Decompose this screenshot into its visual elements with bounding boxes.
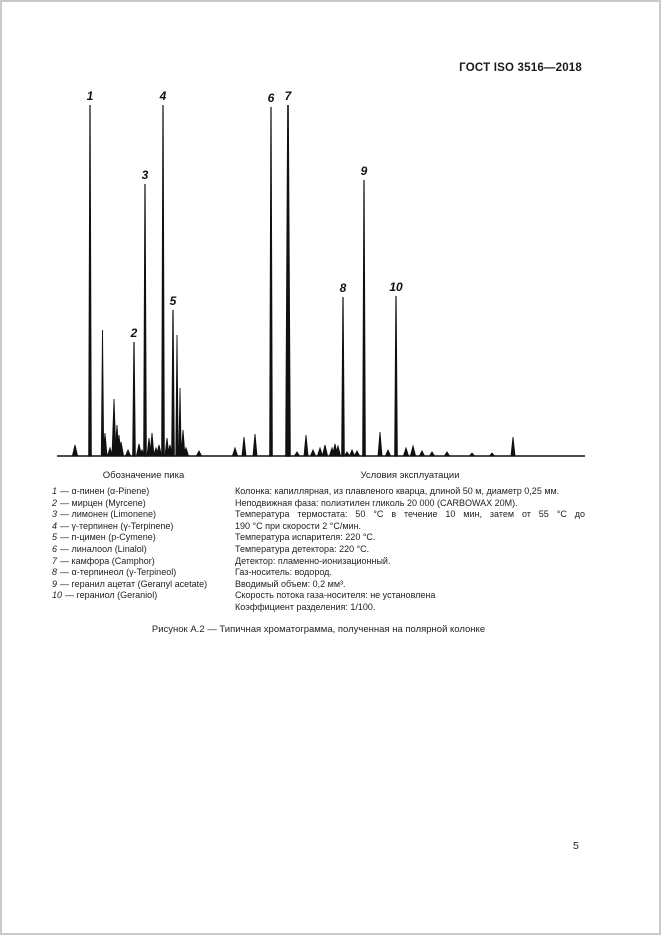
condition-line-detector: Детектор: пламенно-ионизационный. xyxy=(235,555,391,566)
legend-item-8: 8— α-терпинеол (γ-Terpineol) xyxy=(52,567,235,579)
peak-name: — гераниол (Geraniol) xyxy=(65,590,158,601)
peak-label-3: 3 xyxy=(142,168,149,182)
peak-name: — лимонен (Limonene) xyxy=(60,509,156,520)
standard-number: ГОСТ ISO 3516—2018 xyxy=(459,62,582,74)
peak-name: — γ-терпинен (γ-Terpinene) xyxy=(60,520,174,531)
figure-caption: Рисунок А.2 — Типичная хроматограмма, по… xyxy=(151,624,486,635)
condition-line-oven-temp-2: 190 °С при скорости 2 °С/мин. xyxy=(235,520,362,531)
peak-number: 9 xyxy=(52,578,58,589)
condition-line-oven-temp-1: Температура термостата: 50 °С в течение … xyxy=(235,509,585,520)
peak-label-1: 1 xyxy=(87,90,94,103)
legend-item-1: 1— α-пинен (α-Pinene) xyxy=(52,486,235,498)
operating-conditions-title: Условия эксплуатации xyxy=(360,470,460,481)
peak-name: — линалоол (Linalol) xyxy=(60,543,147,554)
peak-name: — геранил ацетат (Geranyl acetate) xyxy=(60,578,208,589)
operating-conditions: Условия эксплуатации Колонка: капиллярна… xyxy=(235,470,585,614)
condition-line-column: Колонка: капиллярная, из плавленого квар… xyxy=(235,486,560,496)
peak-number: 10 xyxy=(52,590,63,601)
legend-item-3: 3— лимонен (Limonene) xyxy=(52,509,235,521)
peak-legend-title: Обозначение пика xyxy=(102,470,185,481)
legend-item-6: 6— линалоол (Linalol) xyxy=(52,544,235,556)
peak-name: — п-цимен (p-Cymene) xyxy=(60,532,156,543)
peak-name: — камфора (Camphor) xyxy=(60,555,155,566)
legend-item-7: 7— камфора (Camphor) xyxy=(52,556,235,568)
peak-name: — α-терпинеол (γ-Terpineol) xyxy=(60,567,177,578)
legend-item-2: 2— мирцен (Myrcene) xyxy=(52,498,235,510)
legend-item-9: 9— геранил ацетат (Geranyl acetate) xyxy=(52,579,235,591)
condition-line-stationary-phase: Неподвижная фаза: полиэтилен гликоль 20 … xyxy=(235,497,518,508)
condition-line-flow-rate: Скорость потока газа-носителя: не устано… xyxy=(235,590,436,601)
condition-line-carrier-gas: Газ-носитель: водород. xyxy=(235,567,332,578)
peak-label-2: 2 xyxy=(130,326,138,340)
peak-number: 3 xyxy=(52,509,58,520)
peak-number: 2 xyxy=(52,497,58,508)
peak-number: 7 xyxy=(52,555,58,566)
peak-label-6: 6 xyxy=(268,91,275,105)
peak-label-10: 10 xyxy=(389,280,403,294)
condition-line-split-ratio: Коэффициент разделения: 1/100. xyxy=(235,601,376,612)
legend-item-4: 4— γ-терпинен (γ-Terpinene) xyxy=(52,521,235,533)
peak-legend: Обозначение пика 1— α-пинен (α-Pinene) 2… xyxy=(52,470,235,614)
peak-number: 6 xyxy=(52,543,58,554)
peak-number: 8 xyxy=(52,567,58,578)
figure-notes: Обозначение пика 1— α-пинен (α-Pinene) 2… xyxy=(52,470,585,614)
page-number: 5 xyxy=(573,840,579,852)
chromatogram: 1 2 3 4 5 6 7 8 9 10 xyxy=(57,90,585,457)
peak-label-7: 7 xyxy=(285,90,293,103)
legend-item-5: 5— п-цимен (p-Cymene) xyxy=(52,532,235,544)
legend-item-10: 10— гераниол (Geraniol) xyxy=(52,590,235,602)
peak-label-5: 5 xyxy=(170,294,177,308)
condition-line-injection-volume: Вводимый объем: 0,2 мм³. xyxy=(235,578,346,589)
condition-line-detector-temp: Температура детектора: 220 °С. xyxy=(235,543,370,554)
peak-number: 4 xyxy=(52,520,58,531)
peak-label-8: 8 xyxy=(340,281,347,295)
peak-number: 5 xyxy=(52,532,58,543)
peak-label-9: 9 xyxy=(361,164,368,178)
peak-number: 1 xyxy=(52,486,58,496)
peak-name: — α-пинен (α-Pinene) xyxy=(60,486,150,496)
peak-name: — мирцен (Myrcene) xyxy=(60,497,146,508)
peak-label-4: 4 xyxy=(159,90,167,103)
condition-line-injector-temp: Температура испарителя: 220 °С. xyxy=(235,532,376,543)
